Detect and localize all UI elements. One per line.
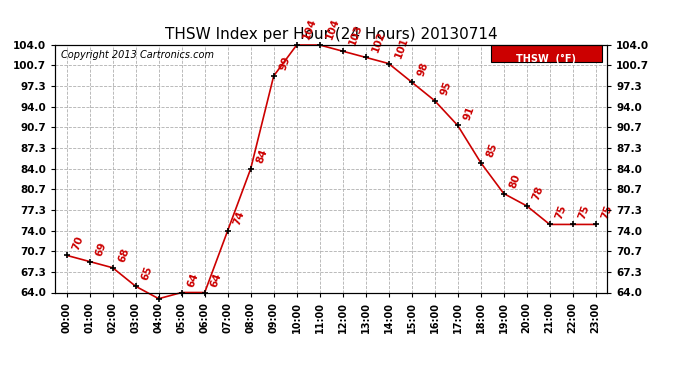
- Text: 69: 69: [94, 240, 108, 257]
- Text: 91: 91: [462, 104, 476, 121]
- Text: 103: 103: [347, 23, 364, 47]
- Text: Copyright 2013 Cartronics.com: Copyright 2013 Cartronics.com: [61, 50, 214, 60]
- Text: 101: 101: [393, 36, 410, 59]
- Text: 75: 75: [554, 203, 569, 220]
- Text: 68: 68: [117, 246, 131, 264]
- Text: 104: 104: [324, 17, 341, 41]
- Text: 78: 78: [531, 184, 545, 202]
- Text: 74: 74: [232, 209, 246, 226]
- Text: 104: 104: [301, 17, 318, 41]
- FancyBboxPatch shape: [491, 45, 602, 62]
- Text: 75: 75: [577, 203, 591, 220]
- Text: 64: 64: [209, 271, 224, 288]
- Text: 80: 80: [508, 172, 522, 189]
- Text: 98: 98: [416, 61, 430, 78]
- Text: 65: 65: [140, 265, 155, 282]
- Text: 63: 63: [0, 374, 1, 375]
- Text: 85: 85: [485, 141, 500, 158]
- Text: 64: 64: [186, 271, 200, 288]
- Text: 84: 84: [255, 147, 269, 165]
- Text: 70: 70: [71, 234, 86, 251]
- Text: 75: 75: [600, 203, 614, 220]
- Text: THSW  (°F): THSW (°F): [517, 54, 576, 64]
- Title: THSW Index per Hour (24 Hours) 20130714: THSW Index per Hour (24 Hours) 20130714: [165, 27, 497, 42]
- Text: 99: 99: [278, 55, 292, 72]
- Text: 95: 95: [439, 80, 453, 96]
- Text: 102: 102: [370, 29, 386, 53]
